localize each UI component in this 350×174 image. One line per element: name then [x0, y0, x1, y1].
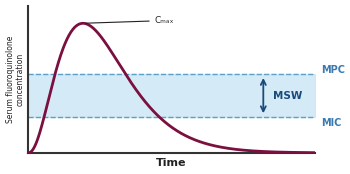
Text: Cₘₐₓ: Cₘₐₓ: [86, 16, 174, 25]
Y-axis label: Serum fluoroquinolone
concentration: Serum fluoroquinolone concentration: [6, 35, 25, 123]
X-axis label: Time: Time: [156, 159, 187, 168]
Text: MIC: MIC: [321, 118, 341, 128]
Text: MPC: MPC: [321, 65, 345, 75]
Text: MSW: MSW: [273, 91, 303, 101]
